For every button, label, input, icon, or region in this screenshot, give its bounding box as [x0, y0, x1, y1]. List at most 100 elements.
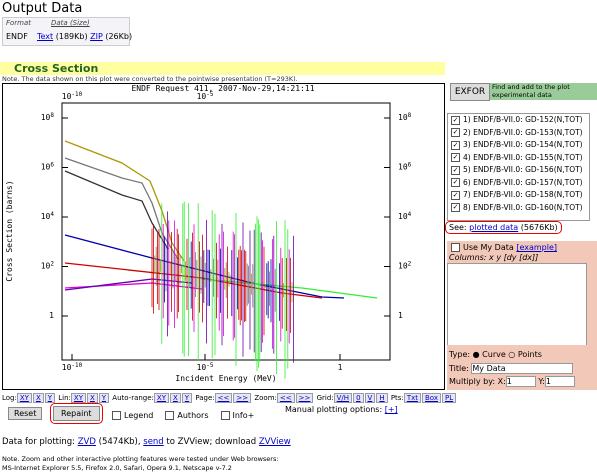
series-label: 7) ENDF/B-VII.0: GD-158(N,TOT)	[463, 190, 583, 199]
plot-title: ENDF Request 411, 2007-Nov-29,14:21:11	[131, 84, 314, 93]
tick-base: 10	[398, 262, 408, 271]
control-label: Page:	[195, 394, 215, 402]
checkbox[interactable]	[451, 243, 460, 252]
size: (189Kb)	[55, 32, 88, 41]
link[interactable]: send	[143, 437, 164, 447]
series-item: ✓ 5) ENDF/B-VII.0: GD-156(N,TOT)	[448, 164, 589, 177]
option: Info+	[220, 411, 254, 420]
control-button[interactable]: 0	[353, 393, 364, 403]
tick-exponent: -5	[206, 91, 214, 98]
control-button[interactable]: Txt	[403, 393, 421, 403]
reset-button[interactable]: Reset	[8, 407, 43, 420]
control-button[interactable]: Y	[98, 393, 110, 403]
control-button[interactable]: Y	[181, 393, 193, 403]
control-label: Pts:	[390, 394, 404, 402]
control-button[interactable]: V/H	[333, 393, 353, 403]
checkbox[interactable]: ✓	[451, 190, 460, 200]
format-cell: ENDF	[6, 32, 28, 41]
radio-label[interactable]: Points	[517, 350, 542, 359]
plotted-data-link[interactable]: plotted data	[469, 223, 519, 232]
x-axis-label: Incident Energy (MeV)	[175, 374, 276, 383]
checkbox[interactable]	[165, 411, 175, 420]
tick-base: 10	[62, 92, 72, 101]
title-input[interactable]: My Data	[471, 363, 574, 374]
control-label: Zoom:	[254, 394, 277, 402]
checkbox[interactable]: ✓	[451, 178, 460, 187]
control-label: Lin:	[58, 394, 71, 402]
note: MS-Internet Explorer 5.5, Firefox 2.0, S…	[2, 464, 232, 472]
radio-label[interactable]: Curve	[482, 350, 506, 359]
tick-label: 106	[41, 162, 55, 172]
link[interactable]: ZVView	[258, 437, 291, 447]
tick-label: 10-5	[197, 362, 214, 372]
control-button[interactable]: XY	[70, 393, 86, 403]
example-link[interactable]: [example]	[516, 243, 558, 252]
link[interactable]: ZVD	[77, 437, 96, 447]
label: Y:	[538, 377, 545, 386]
control-button[interactable]: <<	[276, 393, 295, 403]
control-button[interactable]: X	[170, 393, 181, 403]
checkbox[interactable]	[112, 411, 121, 420]
tick-label: 108	[398, 112, 412, 122]
control-button[interactable]: X	[32, 393, 44, 403]
tick-exponent: -10	[71, 91, 82, 98]
section-title: Cross Section	[14, 62, 99, 75]
tick-base: 10	[398, 163, 408, 172]
text: Data for plotting:	[2, 437, 76, 447]
tick-exponent: 2	[50, 261, 54, 268]
control-button[interactable]: Box	[421, 393, 441, 403]
checkbox[interactable]: ✓	[451, 115, 460, 125]
section-bar: Cross Section	[0, 62, 445, 75]
control-label: Auto-range:	[112, 394, 154, 402]
tick-exponent: 8	[408, 112, 412, 119]
tick-exponent: -10	[71, 362, 82, 369]
control-button[interactable]: >>	[233, 393, 252, 403]
checkbox[interactable]: ✓	[451, 153, 460, 162]
manual-link[interactable]: [+]	[384, 405, 398, 414]
option: Authors	[165, 411, 209, 420]
x-input[interactable]: 1	[505, 376, 536, 387]
control-label: Log:	[2, 394, 17, 402]
label: Manual plotting options:	[285, 405, 383, 414]
tick-base: 10	[41, 113, 51, 122]
plotting-data: Data for plotting: ZVD (5474Kb), send to…	[2, 437, 291, 447]
type-row: Type: ● Curve ○ Points	[449, 350, 542, 359]
control-button[interactable]: PL	[442, 393, 457, 403]
control-button[interactable]: X	[86, 393, 98, 403]
label: Type:	[449, 350, 471, 359]
control-button[interactable]: >>	[295, 393, 314, 403]
options: Legend Authors Info+	[112, 411, 266, 420]
y-input[interactable]: 1	[544, 376, 575, 387]
control-button[interactable]: <<	[214, 393, 233, 403]
tick-exponent: 6	[50, 162, 54, 169]
control-button[interactable]: H	[376, 393, 388, 403]
checkbox[interactable]: ✓	[451, 203, 460, 212]
checkbox[interactable]	[220, 411, 230, 420]
curve	[201, 278, 378, 299]
checkbox[interactable]: ✓	[451, 165, 460, 175]
control-button[interactable]: XY	[153, 393, 169, 403]
control-button[interactable]: V	[364, 393, 376, 403]
checkbox[interactable]: ✓	[451, 140, 460, 150]
text: (5474Kb),	[98, 437, 141, 447]
series-label: 3) ENDF/B-VII.0: GD-154(N,TOT)	[463, 140, 583, 149]
tick-base: 1	[49, 311, 54, 320]
repaint-button[interactable]: Repaint	[53, 406, 100, 421]
control-button[interactable]: XY	[16, 393, 32, 403]
checkbox[interactable]: ✓	[451, 128, 460, 137]
my-data-options: Type: ● Curve ○ Points Title: My Data Mu…	[447, 345, 597, 390]
manual-options: Manual plotting options: [+]	[285, 405, 398, 414]
y-axis-label: Cross Section (barns)	[5, 180, 14, 281]
zip-link[interactable]: ZIP	[90, 32, 103, 41]
textarea[interactable]	[447, 263, 587, 347]
tick-label: 1	[338, 363, 343, 372]
exfor-button[interactable]: EXFOR	[450, 83, 490, 101]
control-button[interactable]: Y	[44, 393, 56, 403]
curve	[64, 170, 169, 250]
tick-label: 10-5	[197, 91, 214, 101]
repaint-frame: Repaint	[50, 403, 103, 424]
tick-label: 102	[41, 261, 55, 271]
note: Note. Zoom and other interactive plottin…	[2, 455, 279, 463]
text-link[interactable]: Text	[37, 32, 54, 41]
curves	[64, 140, 378, 379]
